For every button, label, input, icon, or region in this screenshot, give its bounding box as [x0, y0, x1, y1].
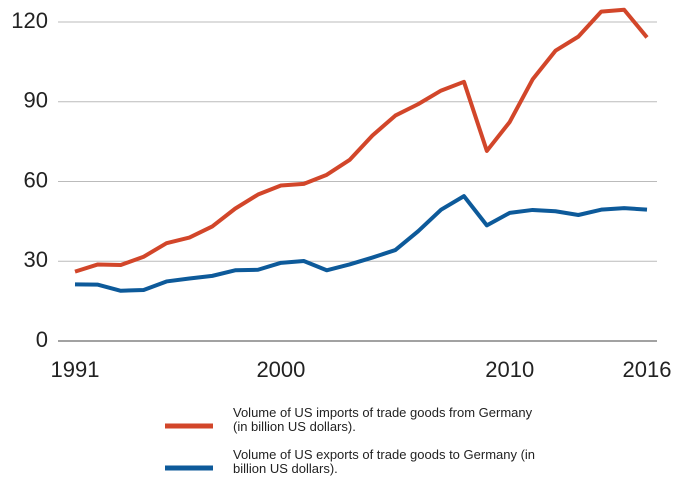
x-tick-label: 2016	[623, 357, 672, 382]
data-line	[74, 194, 648, 293]
y-tick-label: 90	[24, 88, 48, 113]
x-tick-label: 1991	[51, 357, 100, 382]
plot: 0 30 60 90 120 1991 2000 2010 2016	[11, 7, 672, 382]
data-line	[74, 7, 649, 274]
y-tick-label: 60	[24, 167, 48, 192]
x-tick-label: 2010	[485, 357, 534, 382]
y-tick-label: 120	[11, 8, 48, 33]
x-tick-label: 2000	[256, 357, 305, 382]
legend-label: Volume of US imports of trade goods from…	[233, 405, 533, 434]
y-tick-label: 0	[36, 327, 48, 352]
legend-label: Volume of US exports of trade goods to G…	[233, 447, 536, 476]
y-tick-label: 30	[24, 247, 48, 272]
